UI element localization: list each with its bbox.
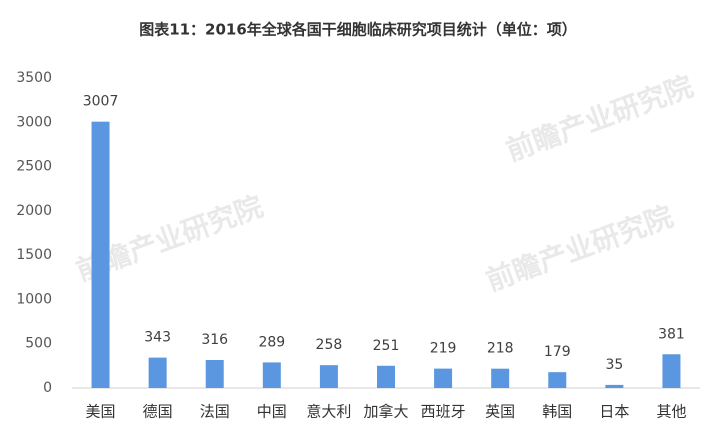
x-tick-label: 西班牙	[421, 403, 466, 421]
value-label: 316	[201, 332, 228, 348]
bar	[91, 121, 110, 388]
x-tick-label: 韩国	[542, 403, 572, 421]
x-tick-label: 日本	[599, 403, 629, 421]
value-label: 289	[258, 334, 285, 350]
value-label: 3007	[83, 94, 119, 110]
chart-title: 图表11：2016年全球各国干细胞临床研究项目统计（单位：项）	[139, 21, 577, 39]
y-tick-label: 2000	[16, 203, 52, 219]
value-label: 251	[373, 338, 400, 354]
x-tick-label: 中国	[257, 403, 287, 421]
bar	[434, 368, 453, 388]
x-tick-label: 意大利	[306, 403, 351, 421]
value-label: 219	[430, 341, 457, 357]
watermark: 前瞻产业研究院	[502, 70, 697, 168]
bar	[548, 372, 567, 388]
bar	[662, 354, 681, 388]
y-tick-label: 1000	[16, 291, 52, 307]
bar	[262, 362, 281, 388]
value-label: 35	[605, 357, 623, 373]
bar	[319, 365, 338, 388]
value-label: 381	[658, 326, 685, 342]
y-tick-label: 3000	[16, 114, 52, 130]
value-label: 218	[487, 341, 514, 357]
bar	[205, 360, 224, 388]
x-tick-label: 法国	[200, 403, 230, 421]
x-tick-label: 英国	[485, 403, 515, 421]
y-tick-label: 500	[25, 336, 52, 352]
y-tick-label: 2500	[16, 159, 52, 175]
x-tick-label: 德国	[143, 403, 173, 421]
value-label: 258	[316, 337, 343, 353]
y-tick-label: 1500	[16, 247, 52, 263]
value-label: 179	[544, 344, 571, 360]
watermark: 前瞻产业研究院	[482, 200, 677, 298]
y-tick-label: 3500	[16, 70, 52, 86]
x-tick-label: 美国	[86, 403, 116, 421]
bar	[605, 384, 624, 388]
bar	[491, 368, 510, 388]
x-tick-label: 加拿大	[363, 403, 408, 421]
bar	[377, 365, 395, 388]
value-label: 343	[144, 330, 171, 346]
x-tick-label: 其他	[656, 403, 686, 421]
y-tick-label: 0	[43, 380, 52, 396]
bar	[148, 357, 167, 388]
